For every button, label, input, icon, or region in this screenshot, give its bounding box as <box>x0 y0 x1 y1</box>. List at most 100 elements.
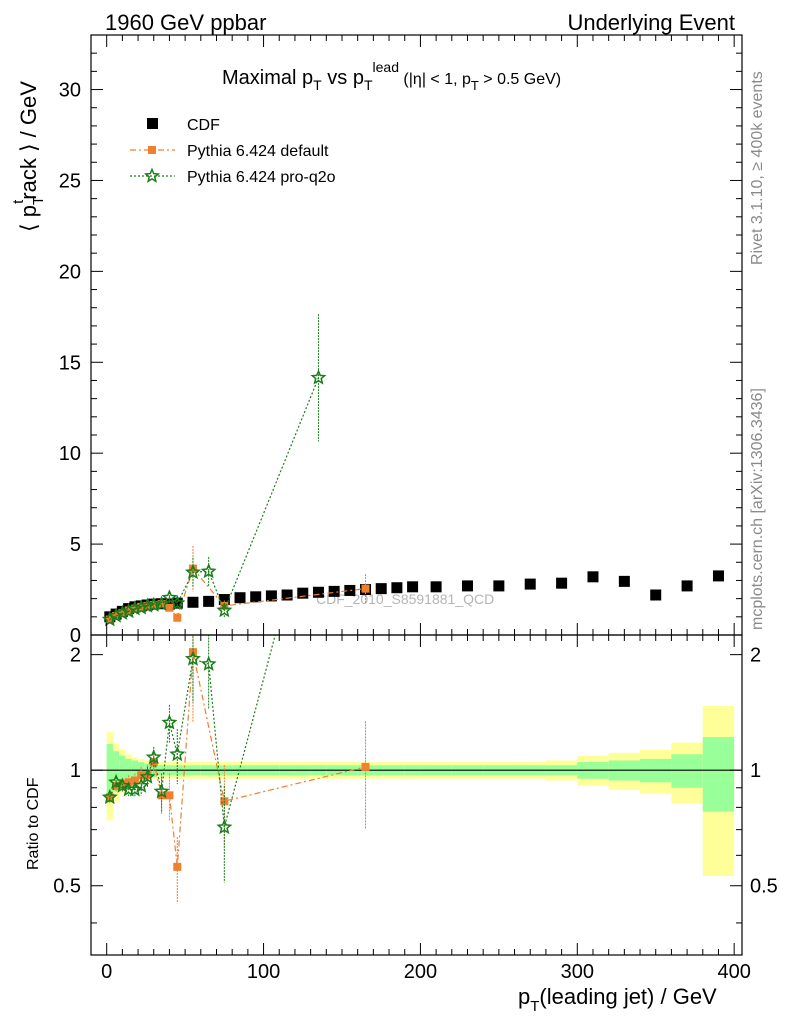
y-tick-label: 25 <box>59 170 81 192</box>
header-right: Underlying Event <box>567 10 735 35</box>
proq2o-ratio-point <box>108 773 125 790</box>
proq2o-data-point <box>145 596 162 612</box>
proq2o-data-point <box>139 597 156 613</box>
cdf-data-point <box>430 581 442 593</box>
ratio-y-tick-label: 2 <box>70 645 81 667</box>
cdf-data-point <box>712 570 724 582</box>
header-left: 1960 GeV ppbar <box>105 10 266 35</box>
proq2o-data-point <box>169 594 186 610</box>
proq2o-ratio-point <box>169 745 186 762</box>
cdf-data-point <box>493 580 505 592</box>
proq2o-ratio-point <box>161 714 178 730</box>
x-tick-label: 400 <box>717 961 750 983</box>
cdf-data-point <box>461 580 473 592</box>
svg-text:⟨ pTtrack ⟩ / GeV: ⟨ pTtrack ⟩ / GeV <box>10 81 47 232</box>
proq2o-data-point <box>108 607 125 623</box>
ratio-y-tick-label-right: 1 <box>750 760 761 782</box>
watermark: CDF_2010_S8591881_QCD <box>316 591 494 607</box>
band-inner-bin <box>119 755 126 786</box>
proq2o-data-point <box>126 600 143 616</box>
cdf-data-point <box>328 585 340 597</box>
proq2o-data-point <box>101 611 118 627</box>
cdf-data-point <box>344 584 356 596</box>
y-tick-label: 0 <box>70 625 81 647</box>
default-data-point <box>165 603 174 612</box>
y-tick-label: 5 <box>70 534 81 556</box>
proq2o-ratio-point <box>101 788 118 805</box>
legend: CDF Pythia 6.424 default Pythia 6.424 pr… <box>130 117 336 186</box>
cdf-data-point <box>312 586 324 598</box>
y-axis-label: ⟨ pTtrack ⟩ / GeV <box>10 81 47 232</box>
ratio-y-axis-label: Ratio to CDF <box>25 777 42 870</box>
legend-marker-proq2o <box>143 167 161 183</box>
cdf-data-point <box>281 589 293 601</box>
x-tick-label: 300 <box>561 961 594 983</box>
default-ratio-point <box>130 776 139 785</box>
default-data-point <box>173 613 182 622</box>
legend-label-proq2o: Pythia 6.424 pro-q2o <box>187 169 336 186</box>
proq2o-ratio-point <box>312 465 324 477</box>
cdf-data-point <box>187 596 199 608</box>
cdf-data-point <box>250 591 262 603</box>
band-inner-bin <box>112 751 120 792</box>
proq2o-data-point <box>310 369 327 385</box>
x-axis-label: pT(leading jet) / GeV <box>518 984 717 1015</box>
ratio-y-tick-label: 0.5 <box>53 876 81 898</box>
ratio-y-tick-label-right: 2 <box>750 645 761 667</box>
x-tick-label: 200 <box>404 961 437 983</box>
y-tick-label: 15 <box>59 352 81 374</box>
side-label-rivet: Rivet 3.1.10, ≥ 400k events <box>749 71 766 265</box>
legend-label-default: Pythia 6.424 default <box>187 143 329 160</box>
proq2o-data-point <box>133 599 150 615</box>
ratio-panel-frame <box>90 634 743 956</box>
cdf-data-point <box>650 589 662 601</box>
cdf-data-point <box>265 590 277 602</box>
y-tick-label: 10 <box>59 443 81 465</box>
legend-label-cdf: CDF <box>187 117 220 134</box>
band-inner-bin <box>671 754 703 788</box>
cdf-data-point <box>556 577 568 589</box>
default-ratio-point <box>165 791 174 800</box>
cdf-data-point <box>524 578 536 590</box>
chart-title: Maximal pT vs pTlead (|η| < 1, pT > 0.5 … <box>222 59 561 93</box>
cdf-data-point <box>375 583 387 595</box>
legend-marker-cdf <box>147 118 158 129</box>
y-tick-label: 20 <box>59 261 81 283</box>
cdf-data-point <box>618 575 630 587</box>
default-data-point <box>157 600 166 609</box>
proq2o-ratio-point <box>153 783 170 799</box>
proq2o-ratio-point <box>139 768 156 784</box>
proq2o-ratio-point <box>200 655 217 671</box>
default-ratio-point <box>173 862 182 871</box>
cdf-data-point <box>218 594 230 606</box>
y-tick-label: 30 <box>59 80 81 102</box>
proq2o-ratio-point <box>216 818 233 835</box>
cdf-data-point <box>587 571 599 583</box>
x-tick-label: 0 <box>101 961 112 983</box>
cdf-data-point <box>391 582 403 594</box>
proq2o-data-point <box>120 602 137 619</box>
series-line-2 <box>109 377 320 621</box>
legend-marker-default <box>148 146 156 154</box>
proq2o-data-point <box>216 602 233 618</box>
x-tick-label: 100 <box>247 961 280 983</box>
proq2o-data-point <box>184 563 201 580</box>
cdf-data-point <box>297 587 309 599</box>
default-data-point <box>361 584 370 593</box>
band-inner-bin <box>702 737 735 812</box>
proq2o-ratio-point <box>114 777 131 793</box>
ratio-y-tick-label-right: 0.5 <box>750 876 778 898</box>
ratio-line-1 <box>109 652 366 867</box>
proq2o-ratio-point <box>145 748 162 765</box>
cdf-data-point <box>234 592 246 604</box>
cdf-data-point <box>171 597 183 609</box>
proq2o-ratio-point <box>133 777 150 793</box>
default-ratio-point <box>361 762 370 771</box>
ratio-y-tick-label: 1 <box>70 760 81 782</box>
cdf-data-point <box>407 581 419 593</box>
proq2o-data-point <box>200 562 217 579</box>
proq2o-data-point <box>114 604 131 620</box>
proq2o-ratio-point <box>126 781 143 797</box>
band-inner-bin <box>106 744 113 802</box>
